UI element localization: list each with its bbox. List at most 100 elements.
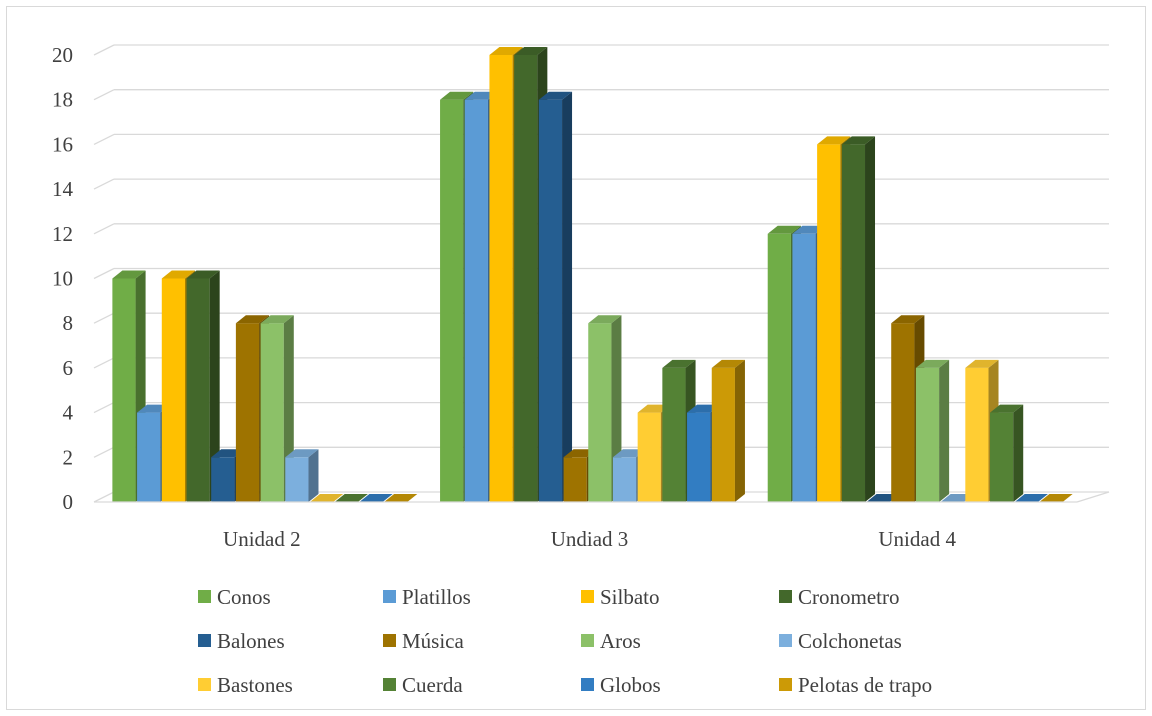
- bar-front: [489, 55, 513, 502]
- bar-top: [891, 315, 925, 324]
- y-tick-label: 12: [52, 222, 73, 246]
- bar-front: [563, 457, 587, 502]
- bar-top: [161, 270, 195, 279]
- x-axis: Unidad 2 Undiad 3 Unidad 4: [94, 491, 1110, 551]
- legend-label: Globos: [600, 673, 661, 697]
- legend-item: Cronometro: [779, 585, 899, 609]
- legend-swatch: [198, 678, 211, 691]
- bar-front: [514, 55, 538, 502]
- legend-label: Balones: [217, 629, 285, 653]
- bar-front: [211, 457, 235, 502]
- bar-front: [891, 323, 915, 502]
- legend-swatch: [779, 678, 792, 691]
- bar-top: [235, 315, 270, 324]
- legend-label: Platillos: [402, 585, 471, 609]
- legend-swatch: [779, 590, 792, 603]
- legend-label: Pelotas de trapo: [798, 673, 932, 697]
- bar-side: [308, 449, 319, 502]
- legend-item: Conos: [198, 585, 271, 609]
- bar-front: [538, 99, 563, 502]
- bar-top: [186, 270, 220, 279]
- bar-front: [137, 412, 161, 502]
- legend-item: Platillos: [383, 585, 471, 609]
- bar-front: [965, 367, 989, 502]
- legend-label: Cuerda: [402, 673, 463, 697]
- legend-item: Aros: [581, 629, 641, 653]
- gridline-side: [93, 44, 115, 56]
- legend-label: Colchonetas: [798, 629, 902, 653]
- legend-swatch: [581, 590, 594, 603]
- bar-top: [965, 359, 999, 368]
- gridline-side: [93, 357, 115, 369]
- y-tick-label: 2: [63, 445, 74, 469]
- bar-top: [309, 494, 344, 502]
- bar-top: [1014, 494, 1048, 502]
- y-tick-label: 18: [52, 88, 73, 112]
- bar-side: [209, 270, 220, 502]
- bar-front: [841, 144, 866, 502]
- legend-item: Bastones: [198, 673, 293, 697]
- legend-swatch: [198, 590, 211, 603]
- gridline-side: [93, 223, 115, 235]
- legend-label: Bastones: [217, 673, 293, 697]
- gridline-side: [93, 89, 115, 101]
- bar-top: [662, 359, 696, 368]
- gridline-side: [93, 491, 115, 503]
- legend-swatch: [581, 634, 594, 647]
- bar-top: [285, 449, 319, 458]
- bar-front: [440, 99, 464, 502]
- bar-front: [112, 278, 136, 502]
- bar-front: [588, 323, 612, 502]
- bar-top: [711, 359, 745, 368]
- legend-item: Cuerda: [383, 673, 463, 697]
- x-tick-label: Undiad 3: [551, 527, 629, 551]
- legend-item: Música: [383, 629, 465, 653]
- gridline-side: [93, 402, 115, 414]
- bar-front: [817, 144, 841, 502]
- bar-side: [939, 359, 950, 502]
- y-axis-ticks: 0 2 4 6 8 10 12 14 16 18 20: [52, 43, 74, 514]
- legend-swatch: [581, 678, 594, 691]
- bar-top: [841, 136, 876, 145]
- legend-label: Aros: [600, 629, 641, 653]
- legend-label: Música: [402, 629, 465, 653]
- bar-front: [464, 99, 488, 502]
- bar-front: [792, 233, 816, 503]
- y-tick-label: 14: [52, 177, 74, 201]
- bar-top: [359, 494, 393, 502]
- bar-front: [612, 457, 637, 502]
- bar-front: [161, 278, 185, 502]
- y-tick-label: 0: [63, 490, 74, 514]
- y-tick-label: 6: [63, 356, 74, 380]
- bar-top: [767, 225, 801, 234]
- bar-top: [915, 359, 950, 368]
- bar-top: [588, 315, 622, 324]
- legend: Conos Platillos Silbato Cronometro Balones Mú…: [198, 585, 932, 697]
- gridline-side: [93, 312, 115, 324]
- x-axis-depth-line: [1076, 491, 1110, 503]
- y-tick-label: 8: [63, 311, 74, 335]
- bar-side: [1013, 404, 1024, 502]
- gridline-side: [93, 446, 115, 458]
- legend-swatch: [383, 590, 396, 603]
- legend-label: Silbato: [600, 585, 660, 609]
- bar-top: [514, 47, 548, 55]
- legend-swatch: [383, 634, 396, 647]
- bar-top: [538, 91, 573, 100]
- bar-front: [990, 412, 1014, 502]
- y-tick-label: 10: [52, 267, 73, 291]
- legend-swatch: [198, 634, 211, 647]
- legend-item: Colchonetas: [779, 629, 902, 653]
- bar-top: [260, 315, 294, 324]
- bar-front: [915, 367, 940, 502]
- legend-item: Balones: [198, 629, 285, 653]
- bar-side: [734, 359, 745, 502]
- bar-top: [384, 494, 418, 502]
- gridline-side: [93, 178, 115, 190]
- chart-frame: 0 2 4 6 8 10 12 14 16 18 20 Unidad 2 Undiad 3 Unidad…: [6, 6, 1146, 710]
- legend-swatch: [383, 678, 396, 691]
- legend-item: Silbato: [581, 585, 660, 609]
- bar-front: [662, 367, 686, 502]
- bars: [112, 47, 1073, 503]
